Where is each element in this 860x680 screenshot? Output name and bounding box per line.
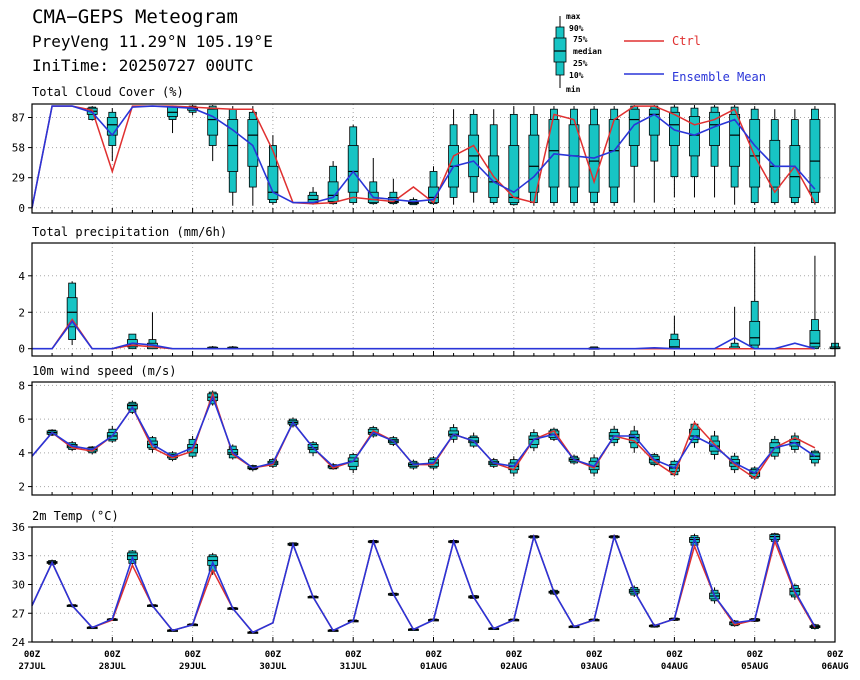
legend-box-label: median [573,46,602,56]
y-tick-label: 29 [12,172,25,185]
legend: max 90% 75% median 25% 10% min Ctrl Ensemble Mea… [553,12,766,94]
y-tick-label: 0 [18,343,25,356]
box-25-75 [247,119,259,167]
box-25-75 [267,165,279,200]
box-25-75 [689,116,700,157]
y-tick-label: 30 [12,579,25,592]
meteogram-title: CMA−GEPS Meteogram [32,6,238,28]
x-tick-label-time: 00Z [104,650,121,660]
y-tick-label: 24 [12,636,26,649]
legend-box-25-75 [553,37,567,63]
panel-3: 2m Temp (°C) 24 27 30 33 36 [12,509,836,649]
legend-mean-label: Ensemble Mean [672,70,766,84]
panel-frame [31,381,836,496]
init-time-label: IniTime: 20250727 00UTC [32,56,254,75]
panel-title: Total Cloud Cover (%) [32,85,184,99]
x-tick-label-time: 00Z [265,650,282,660]
panel-title: Total precipitation (mm/6h) [32,225,227,239]
box-25-75 [528,134,540,193]
legend-box-label: 90% [569,24,584,33]
x-tick-label-date: 28JUL [99,662,127,672]
panel-2: 10m wind speed (m/s) 2 4 6 8 [18,364,836,496]
panel-0: Total Cloud Cover (%) 0 29 58 87 [12,85,836,215]
panel-frame [31,526,836,643]
y-tick-label: 8 [18,379,25,392]
box-25-75 [106,117,118,136]
chart-panels: Total Cloud Cover (%) 0 29 58 87 Total precip… [12,85,841,649]
panel-frame [31,242,836,357]
box-25-75 [508,145,520,204]
box-25-75 [729,113,741,167]
box-25-75 [749,320,761,346]
x-tick-label-date: 06AUG [821,662,848,672]
x-tick-label-time: 00Z [827,650,844,660]
ctrl-line [31,533,816,634]
x-tick-label-time: 00Z [666,650,683,660]
x-tick-label-date: 03AUG [581,662,608,672]
legend-box-label: max [566,12,581,21]
box-25-75 [769,139,781,188]
box-25-75 [448,430,459,437]
x-tick-label-date: 04AUG [661,662,688,672]
ensemble-mean-line [31,533,816,634]
ensemble-mean-line [31,394,816,475]
y-tick-label: 2 [18,306,25,319]
x-tick-label-date: 27JUL [18,662,46,672]
x-tick-label-date: 05AUG [741,662,768,672]
panel-title: 2m Temp (°C) [32,509,119,523]
box-25-75 [648,108,660,136]
y-tick-label: 4 [18,447,25,460]
y-tick-label: 6 [18,413,25,426]
box-25-75 [809,119,821,193]
box-25-75 [749,119,761,188]
y-tick-label: 0 [18,202,25,215]
x-tick-label-time: 00Z [506,650,523,660]
box-25-75 [207,108,219,136]
box-25-75 [809,330,821,348]
x-tick-label-date: 31JUL [340,662,368,672]
y-tick-label: 33 [12,550,25,563]
x-tick-label-time: 00Z [24,650,41,660]
x-tick-label-date: 01AUG [420,662,447,672]
box-25-75 [669,111,680,146]
panel-title: 10m wind speed (m/s) [32,364,177,378]
y-tick-label: 2 [18,481,25,494]
time-axis: 00Z 27JUL 00Z 28JUL 00Z 29JUL 00Z 30JUL 00Z 31JUL… [18,650,848,672]
x-tick-label-time: 00Z [747,650,764,660]
y-tick-label: 4 [18,270,25,283]
x-tick-label-time: 00Z [184,650,201,660]
x-tick-label-date: 02AUG [500,662,527,672]
legend-box-label: 75% [573,35,588,44]
location-label: PreyVeng 11.29°N 105.19°E [32,32,273,51]
legend-box-label: min [566,84,581,94]
box-25-75 [628,433,640,444]
legend-box-label: 25% [573,59,588,68]
y-tick-label: 87 [12,111,25,124]
box-25-75 [347,145,359,193]
panel-frame [31,103,836,214]
ensemble-mean-line [32,320,816,350]
x-tick-label-date: 29JUL [179,662,207,672]
panel-1: Total precipitation (mm/6h) 0 2 4 [18,225,841,357]
y-tick-label: 27 [12,607,25,620]
x-tick-label-time: 00Z [345,650,362,660]
ensemble-mean-line [31,105,816,208]
x-tick-label-time: 00Z [586,650,603,660]
y-tick-label: 58 [12,142,25,155]
box-25-75 [628,108,640,146]
y-tick-label: 36 [12,521,25,534]
legend-ctrl-label: Ctrl [672,34,701,48]
x-tick-label-time: 00Z [425,650,442,660]
x-tick-label-date: 30JUL [259,662,287,672]
legend-box-label: 10% [569,71,584,80]
